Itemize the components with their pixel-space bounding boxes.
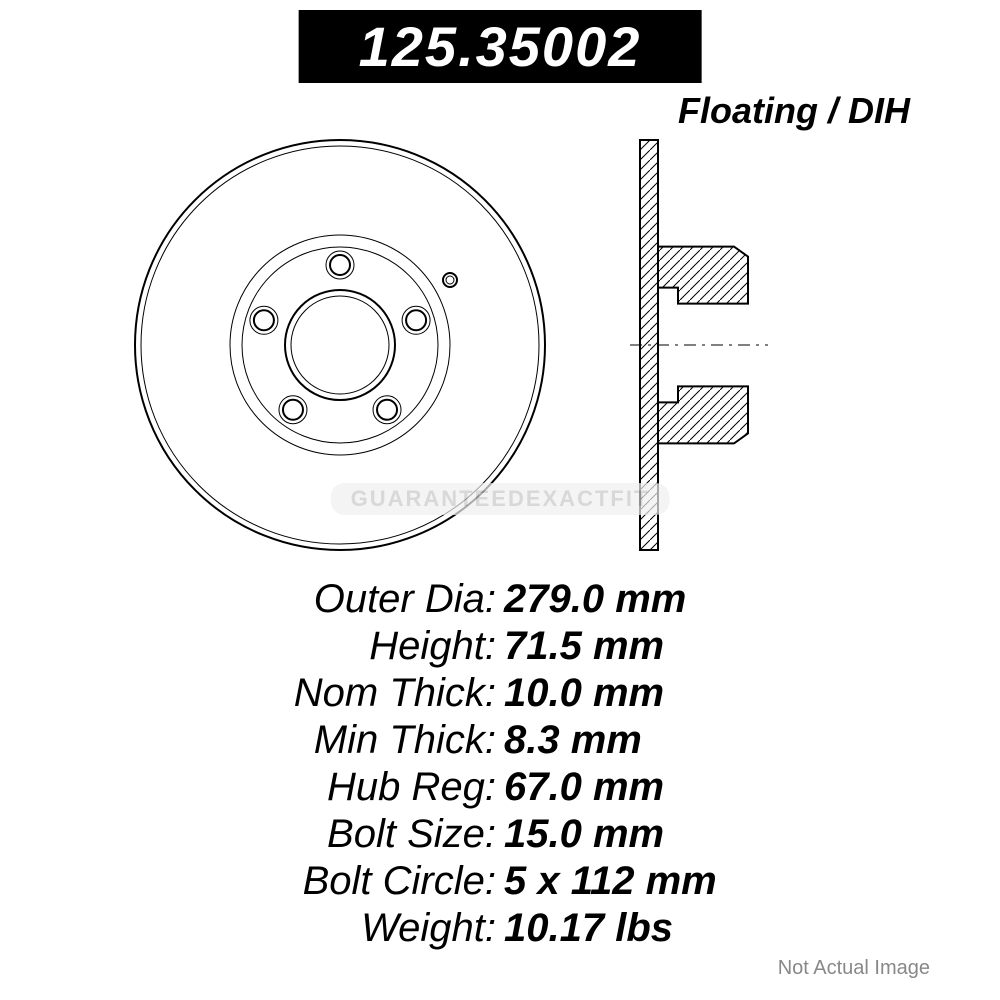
spec-label: Hub Reg:: [116, 765, 504, 810]
spec-value: 8.3 mm: [504, 718, 884, 763]
spec-row: Min Thick:8.3 mm: [0, 718, 1000, 763]
spec-value: 15.0 mm: [504, 812, 884, 857]
spec-value: 5 x 112 mm: [504, 859, 884, 904]
spec-label: Outer Dia:: [116, 577, 504, 622]
spec-row: Height:71.5 mm: [0, 624, 1000, 669]
spec-label: Bolt Size:: [116, 812, 504, 857]
spec-value: 10.0 mm: [504, 671, 884, 716]
disclaimer-text: Not Actual Image: [778, 957, 930, 980]
spec-row: Nom Thick:10.0 mm: [0, 671, 1000, 716]
spec-row: Bolt Circle:5 x 112 mm: [0, 859, 1000, 904]
spec-label: Nom Thick:: [116, 671, 504, 716]
spec-value: 10.17 lbs: [504, 906, 884, 951]
specs-table: Outer Dia:279.0 mm Height:71.5 mm Nom Th…: [0, 575, 1000, 953]
spec-value: 279.0 mm: [504, 577, 884, 622]
spec-row: Outer Dia:279.0 mm: [0, 577, 1000, 622]
spec-value: 71.5 mm: [504, 624, 884, 669]
spec-row: Bolt Size:15.0 mm: [0, 812, 1000, 857]
part-number-bar: 125.35002: [299, 10, 702, 83]
spec-value: 67.0 mm: [504, 765, 884, 810]
spec-label: Weight:: [116, 906, 504, 951]
spec-row: Hub Reg:67.0 mm: [0, 765, 1000, 810]
watermark: GUARANTEEDEXACTFIT: [331, 483, 670, 515]
spec-label: Min Thick:: [116, 718, 504, 763]
type-label: Floating / DIH: [678, 90, 910, 132]
spec-row: Weight:10.17 lbs: [0, 906, 1000, 951]
spec-label: Height:: [116, 624, 504, 669]
spec-label: Bolt Circle:: [116, 859, 504, 904]
